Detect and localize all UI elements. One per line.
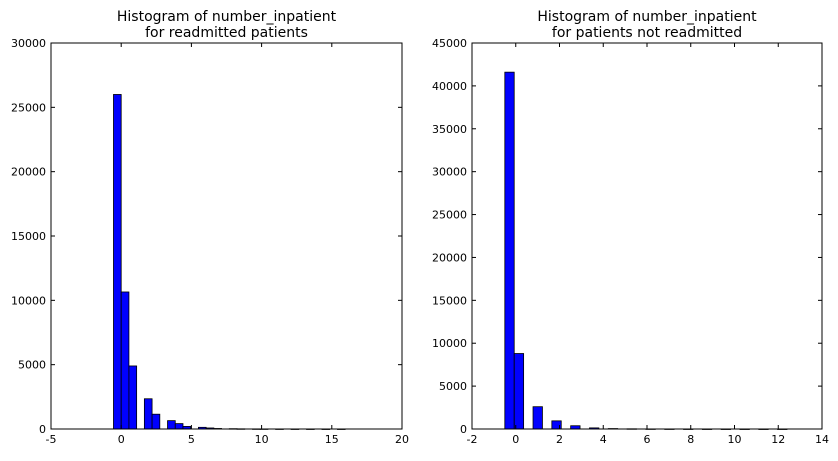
readmitted-ytick-label: 20000 (11, 166, 46, 179)
not-readmitted-title-line-1: Histogram of number_inpatient (537, 9, 757, 25)
readmitted-bar-0 (113, 94, 122, 430)
not-readmitted-bar-0 (504, 71, 515, 430)
not-readmitted-ytick-label: 25000 (432, 209, 467, 222)
readmitted-title-line-1: Histogram of number_inpatient (117, 9, 337, 25)
readmitted-xtick-label: -5 (46, 433, 57, 446)
readmitted-ytick-label: 25000 (11, 101, 46, 114)
readmitted-bar-2 (128, 365, 138, 430)
readmitted-bar-6 (174, 423, 184, 430)
not-readmitted-ytick-label: 15000 (432, 294, 467, 307)
not-readmitted-xtick-label: 0 (512, 433, 519, 446)
not-readmitted-xtick-label: 12 (771, 433, 785, 446)
not-readmitted-ytick-label: 10000 (432, 337, 467, 350)
readmitted-bar-3 (143, 398, 153, 430)
not-readmitted-ytick-label: 20000 (432, 251, 467, 264)
readmitted-bar-5 (167, 420, 176, 430)
readmitted-xtick-label: 20 (395, 433, 409, 446)
readmitted-ytick-label: 15000 (11, 230, 46, 243)
readmitted-xtick-label: 10 (255, 433, 269, 446)
not-readmitted-axes-frame (471, 42, 823, 430)
readmitted-axes-frame (50, 42, 403, 430)
not-readmitted-ytick-label: 45000 (432, 37, 467, 50)
not-readmitted-ytick-label: 35000 (432, 123, 467, 136)
not-readmitted-xtick-label: 14 (815, 433, 829, 446)
not-readmitted-bar-1 (513, 353, 525, 430)
readmitted-bar-4 (151, 413, 161, 430)
not-readmitted-ytick-label: 40000 (432, 80, 467, 93)
not-readmitted-ytick-label: 5000 (439, 380, 467, 393)
readmitted-xtick-label: 5 (188, 433, 195, 446)
not-readmitted-title-line-2: for patients not readmitted (552, 25, 742, 41)
not-readmitted-xtick-label: -2 (467, 433, 478, 446)
readmitted-ytick-label: 5000 (18, 359, 46, 372)
readmitted-ytick-label: 0 (39, 423, 46, 436)
readmitted-title-line-2: for readmitted patients (145, 25, 308, 41)
not-readmitted-ytick-label: 30000 (432, 166, 467, 179)
not-readmitted-xtick-label: 2 (556, 433, 563, 446)
readmitted-xtick-label: 15 (325, 433, 339, 446)
not-readmitted-xtick-label: 10 (728, 433, 742, 446)
not-readmitted-bar-2 (532, 406, 543, 430)
readmitted-ytick-label: 30000 (11, 37, 46, 50)
readmitted-bar-1 (120, 291, 130, 430)
not-readmitted-xtick-label: 8 (687, 433, 694, 446)
readmitted-xtick-label: 0 (118, 433, 125, 446)
readmitted-ytick-label: 10000 (11, 294, 46, 307)
not-readmitted-xtick-label: 4 (600, 433, 607, 446)
not-readmitted-xtick-label: 6 (644, 433, 651, 446)
not-readmitted-ytick-label: 0 (460, 423, 467, 436)
